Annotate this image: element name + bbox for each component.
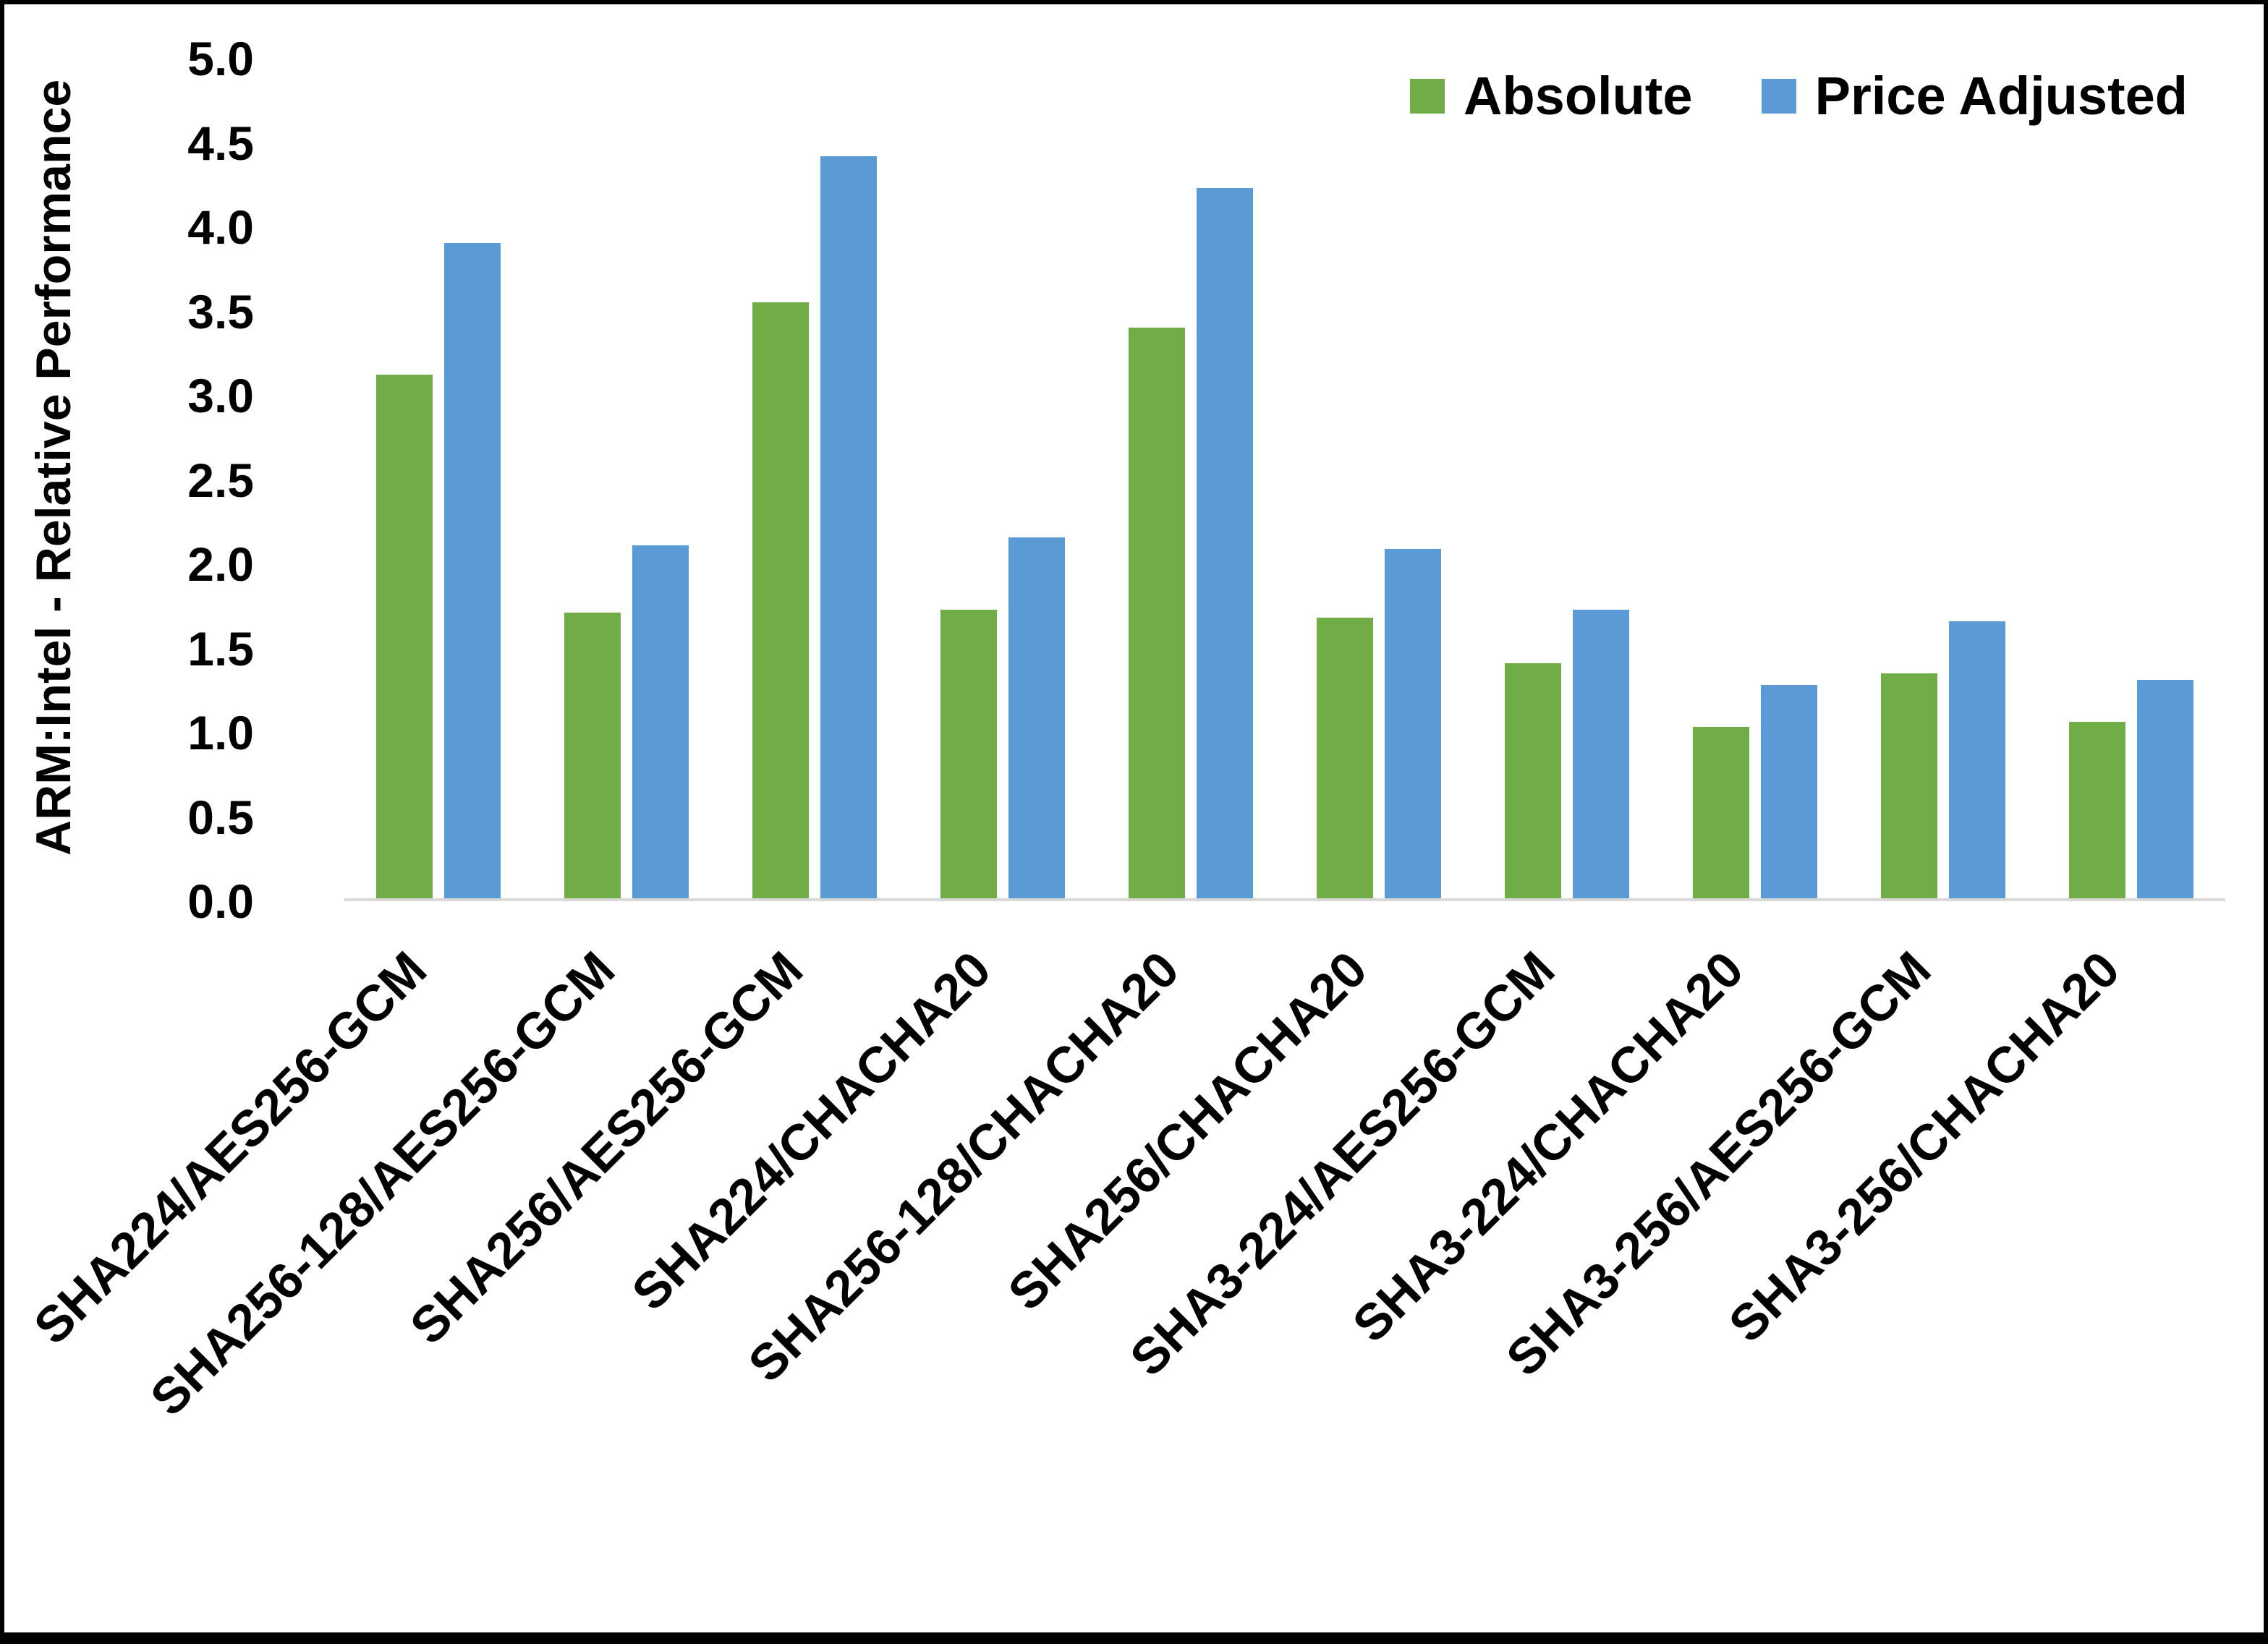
legend-label: Price Adjusted bbox=[1814, 66, 2188, 126]
bar-group bbox=[344, 59, 532, 898]
bar-group bbox=[2037, 59, 2225, 898]
bar-absolute bbox=[564, 613, 621, 898]
y-tick-label: 5.0 bbox=[187, 32, 254, 85]
legend-label: Absolute bbox=[1464, 66, 1693, 126]
bar-absolute bbox=[376, 374, 433, 898]
bar-price-adjusted bbox=[1573, 609, 1629, 898]
legend-swatch-price-adjusted bbox=[1761, 78, 1796, 114]
bar-price-adjusted bbox=[1761, 685, 1817, 898]
bar-absolute bbox=[1317, 618, 1373, 898]
bar-group bbox=[1849, 59, 2037, 898]
bar-price-adjusted bbox=[2137, 680, 2193, 898]
x-axis-labels: SHA224/AES256-GCM SHA256-128/AES256-GCM SH… bbox=[23, 907, 2225, 1529]
bar-absolute bbox=[940, 609, 997, 898]
y-tick-label: 0.0 bbox=[187, 874, 254, 928]
bar-price-adjusted bbox=[1949, 621, 2005, 898]
x-category-label: SHA256/CHACHA20 bbox=[997, 940, 1377, 1321]
bar-price-adjusted bbox=[1385, 549, 1441, 898]
bars-container bbox=[344, 59, 2225, 898]
x-category-label: SHA3-256/CHACHA20 bbox=[1717, 940, 2130, 1353]
y-axis-ticks: 0.0 0.5 1.0 1.5 2.0 2.5 3.0 3.5 4.0 4.5 5.0 bbox=[98, 35, 254, 925]
y-tick-label: 1.5 bbox=[187, 621, 254, 676]
y-tick-label: 1.0 bbox=[187, 706, 254, 759]
legend-swatch-absolute bbox=[1410, 78, 1445, 114]
legend-item-price-adjusted: Price Adjusted bbox=[1761, 65, 2188, 127]
bar-group bbox=[1661, 59, 1849, 898]
bar-group bbox=[1473, 59, 1661, 898]
bar-price-adjusted bbox=[820, 156, 877, 898]
bar-absolute bbox=[1693, 727, 1749, 898]
bar-group bbox=[1097, 59, 1285, 898]
y-tick-label: 2.0 bbox=[187, 537, 254, 591]
bar-price-adjusted bbox=[444, 243, 501, 898]
bar-absolute bbox=[752, 302, 809, 898]
y-tick-label: 4.5 bbox=[187, 116, 254, 170]
bar-price-adjusted bbox=[1008, 537, 1065, 898]
bar-absolute bbox=[1881, 673, 1937, 898]
y-tick-label: 3.0 bbox=[187, 369, 254, 422]
x-category-label: SHA224/CHACHA20 bbox=[621, 940, 1001, 1321]
bar-absolute bbox=[2069, 722, 2125, 898]
legend: Absolute Price Adjusted bbox=[1410, 65, 2188, 127]
bar-absolute bbox=[1505, 663, 1561, 898]
y-tick-label: 2.5 bbox=[187, 453, 254, 507]
bar-group bbox=[721, 59, 909, 898]
y-tick-label: 3.5 bbox=[187, 284, 254, 338]
y-tick-label: 0.5 bbox=[187, 790, 254, 844]
bar-group bbox=[1285, 59, 1473, 898]
bar-group bbox=[532, 59, 721, 898]
plot-area bbox=[344, 59, 2225, 901]
y-axis-title: ARM:Intel - Relative Performance bbox=[26, 79, 81, 856]
bar-group bbox=[909, 59, 1097, 898]
bar-absolute bbox=[1129, 327, 1185, 898]
bar-price-adjusted bbox=[1197, 187, 1253, 898]
bar-price-adjusted bbox=[632, 545, 689, 898]
y-tick-label: 4.0 bbox=[187, 200, 254, 254]
legend-item-absolute: Absolute bbox=[1410, 65, 1693, 127]
